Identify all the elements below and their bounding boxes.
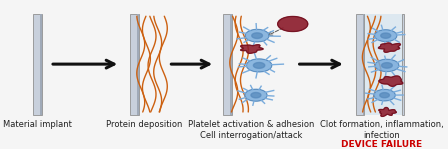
Polygon shape bbox=[380, 93, 389, 98]
Polygon shape bbox=[379, 108, 396, 116]
Text: Material implant: Material implant bbox=[4, 120, 72, 129]
Polygon shape bbox=[252, 33, 263, 38]
Text: Platelet activation & adhesion
Cell interrogation/attack: Platelet activation & adhesion Cell inte… bbox=[188, 120, 314, 140]
Polygon shape bbox=[379, 76, 403, 86]
Polygon shape bbox=[381, 33, 391, 38]
Bar bbox=[362, 14, 364, 115]
Polygon shape bbox=[246, 59, 272, 72]
Bar bbox=[34, 14, 42, 115]
Polygon shape bbox=[375, 59, 399, 72]
Text: Protein deposition: Protein deposition bbox=[106, 120, 182, 129]
Bar bbox=[223, 14, 232, 115]
Polygon shape bbox=[278, 17, 308, 31]
Text: DEVICE FAILURE: DEVICE FAILURE bbox=[341, 141, 422, 149]
Polygon shape bbox=[382, 63, 392, 68]
Text: Clot formation, inflammation,
infection: Clot formation, inflammation, infection bbox=[320, 120, 444, 140]
Bar bbox=[137, 14, 139, 115]
Polygon shape bbox=[375, 30, 397, 41]
Bar bbox=[401, 14, 404, 115]
Bar bbox=[230, 14, 232, 115]
Bar bbox=[356, 14, 364, 115]
Bar bbox=[130, 14, 139, 115]
Polygon shape bbox=[245, 89, 267, 101]
Bar bbox=[40, 14, 42, 115]
Polygon shape bbox=[374, 90, 395, 101]
Polygon shape bbox=[245, 30, 269, 42]
Polygon shape bbox=[241, 45, 263, 53]
Polygon shape bbox=[254, 62, 265, 68]
Bar bbox=[364, 14, 404, 115]
Polygon shape bbox=[251, 93, 261, 98]
Polygon shape bbox=[379, 43, 401, 52]
